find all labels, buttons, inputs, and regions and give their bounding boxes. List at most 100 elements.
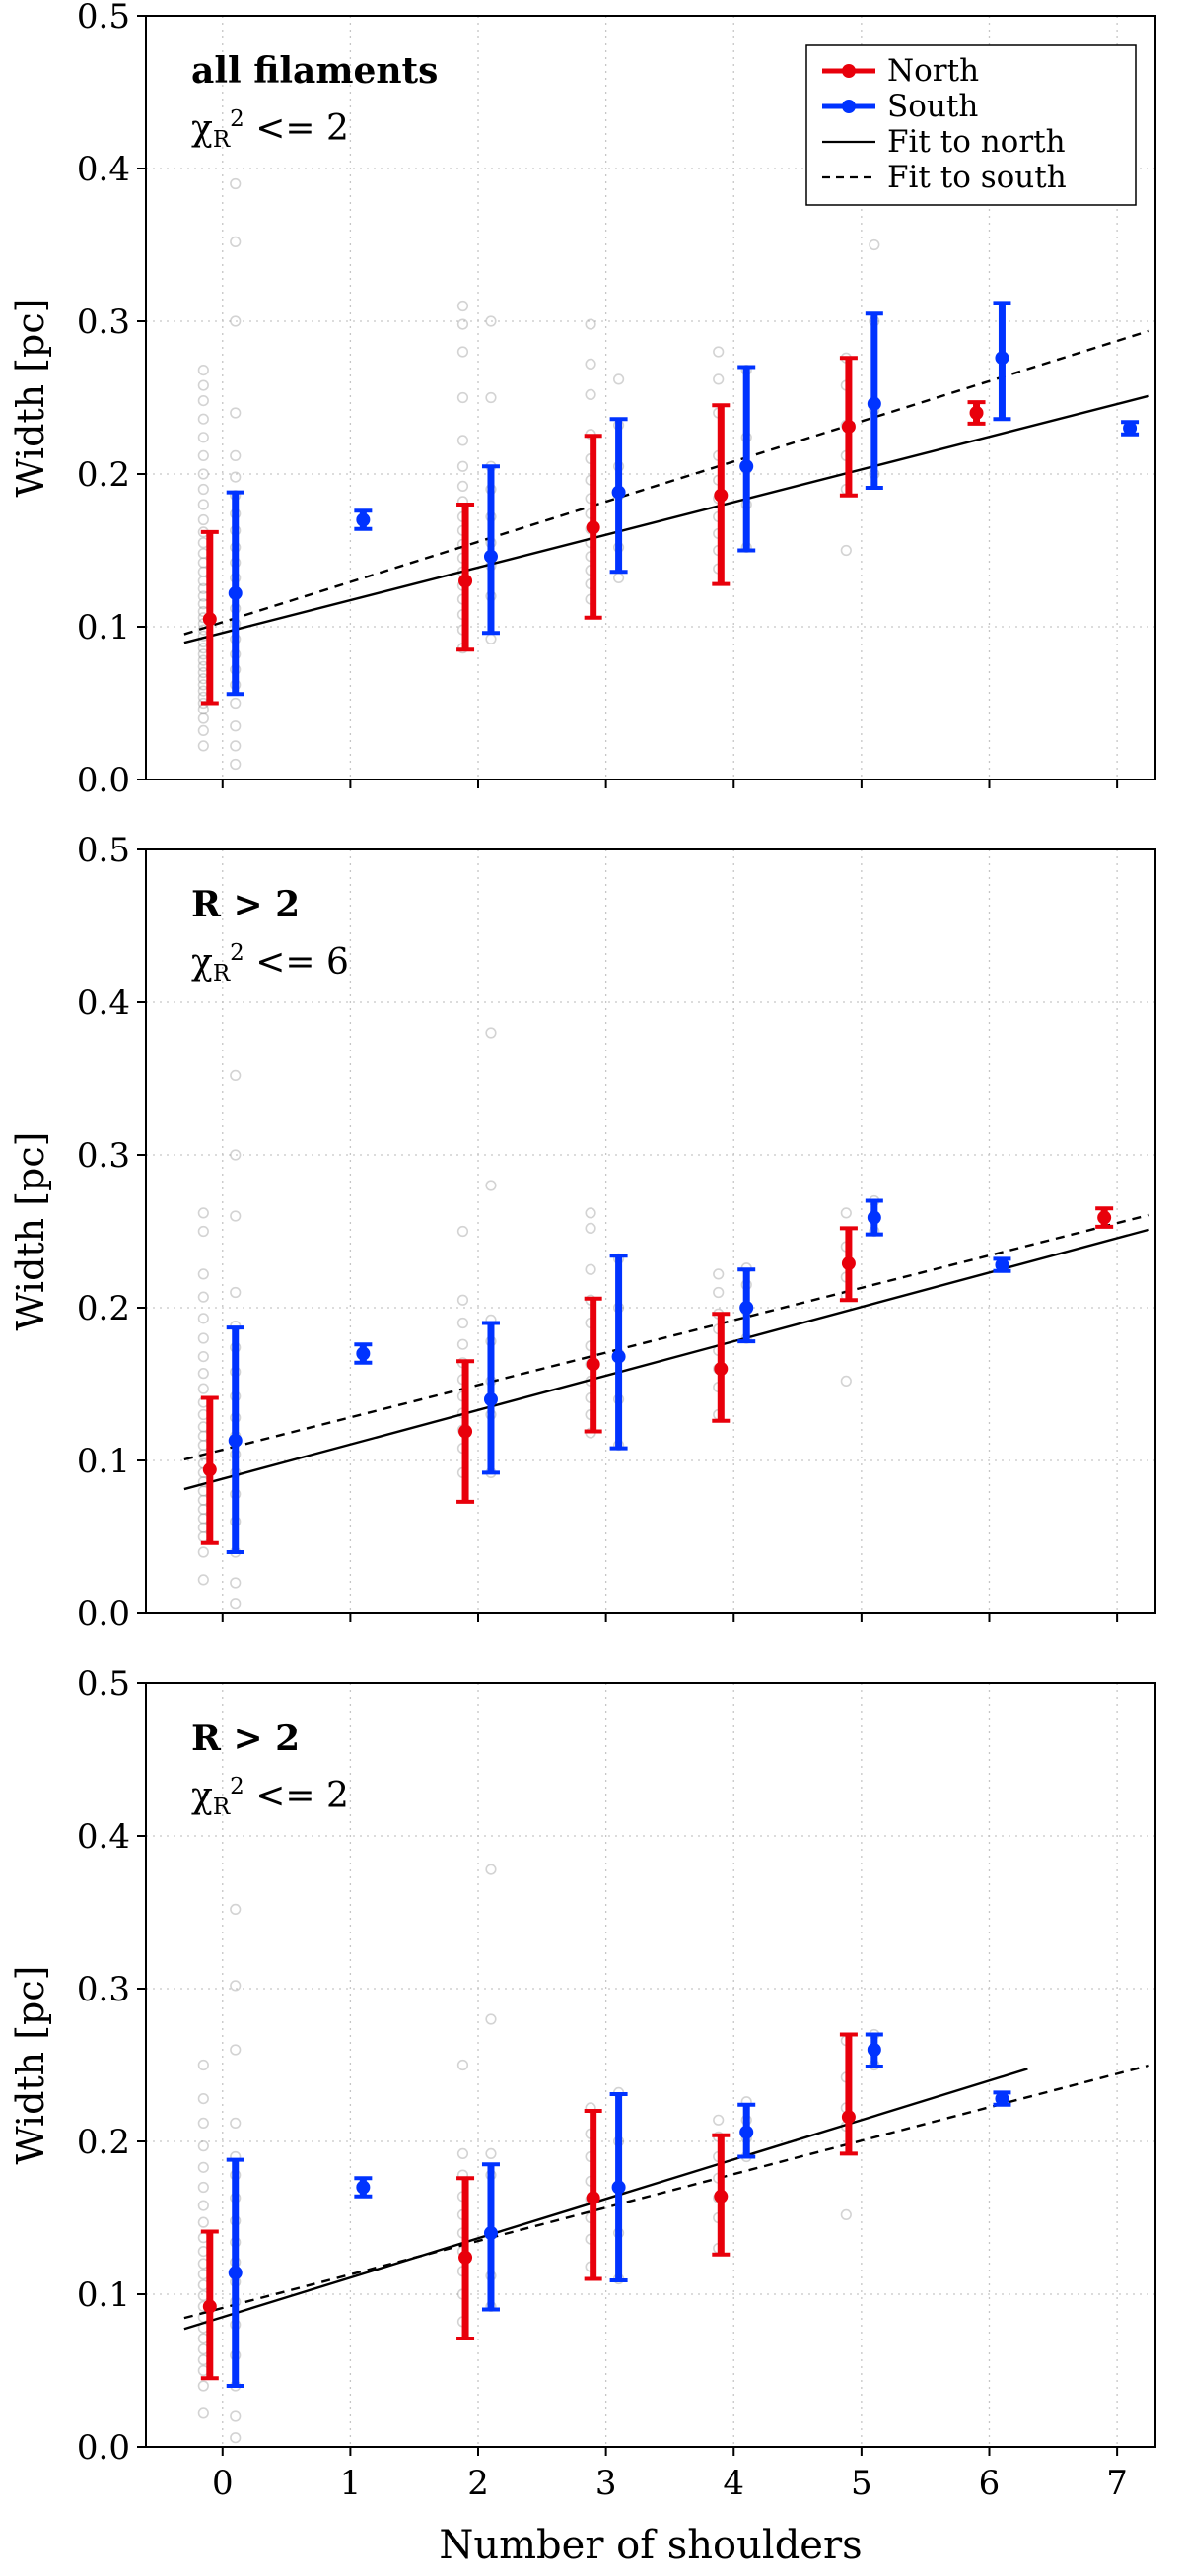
annotation-line1: R > 2: [191, 884, 300, 925]
y-axis-label: Width [pc]: [9, 1966, 52, 2165]
annotation-chi-condition: χR2 <= 2: [191, 1774, 349, 1820]
median-marker: [739, 1301, 754, 1315]
scatter-point: [456, 391, 469, 404]
y-tick-label: 0.4: [77, 150, 130, 189]
scatter-point: [840, 2208, 852, 2220]
scatter-point: [485, 1180, 497, 1191]
x-tick-label: 4: [723, 2464, 744, 2503]
scatter-point: [197, 483, 209, 496]
series-north: [200, 356, 986, 706]
scatter-point: [197, 449, 209, 462]
scatter-point: [230, 236, 242, 247]
median-marker: [841, 2110, 856, 2125]
scatter-point: [230, 449, 242, 462]
fit-line-south: [183, 1213, 1149, 1461]
median-marker: [458, 2250, 473, 2265]
scatter-point: [585, 318, 596, 330]
scatter-point: [197, 1574, 209, 1586]
y-axis-label: Width [pc]: [9, 299, 52, 498]
y-tick-label: 0.4: [77, 1817, 130, 1857]
scatter-point: [197, 740, 209, 752]
scatter-point: [197, 2140, 209, 2152]
scatter-point: [197, 365, 209, 376]
scatter-point: [197, 1268, 209, 1280]
median-marker: [714, 488, 729, 503]
scatter-point: [197, 2093, 209, 2105]
scatter-point: [197, 2407, 209, 2419]
scatter-point: [230, 1598, 242, 1610]
panel-3: 0 1 2 3 4 5 6 7 0.0 0.1 0.2 0.3 0.4 0.5 Width [pc] R > …: [9, 1664, 1156, 2503]
scatter-point: [197, 395, 209, 407]
scatter-point: [713, 2114, 725, 2126]
scatter-point: [197, 2380, 209, 2392]
scatter-point: [197, 1546, 209, 1558]
scatter-point: [713, 346, 725, 358]
median-marker: [867, 396, 881, 411]
scatter-point: [456, 300, 469, 312]
scatter-point: [230, 740, 242, 752]
scatter-point: [197, 2200, 209, 2211]
fit-line-south: [183, 329, 1149, 636]
scatter-point: [230, 2117, 242, 2129]
median-marker: [483, 2226, 498, 2240]
scatter-point: [585, 358, 596, 371]
median-marker: [841, 419, 856, 434]
scatter-point: [456, 1317, 469, 1329]
scatter-point: [230, 758, 242, 771]
median-marker: [483, 1392, 498, 1406]
scatter-layer: [197, 177, 880, 771]
fit-line-north: [183, 1228, 1149, 1491]
scatter-point: [230, 1577, 242, 1589]
scatter-point: [612, 572, 625, 584]
scatter-point: [230, 2044, 242, 2056]
scatter-point: [230, 1980, 242, 1992]
y-tick-label: 0.0: [77, 2428, 130, 2468]
scatter-point: [840, 1375, 852, 1387]
y-tick-label: 0.2: [77, 455, 130, 495]
series-south: [226, 1198, 1011, 1554]
scatter-point: [230, 177, 242, 190]
median-marker: [611, 1349, 626, 1364]
scatter-point: [230, 720, 242, 732]
legend-label: Fit to south: [887, 160, 1067, 195]
median-marker: [356, 1346, 371, 1361]
scatter-layer: [197, 1027, 880, 1610]
y-tick-label: 0.0: [77, 1594, 130, 1634]
median-marker: [458, 574, 473, 588]
median-marker: [356, 2180, 371, 2195]
scatter-point: [485, 633, 497, 645]
y-tick-label: 0.1: [77, 1442, 130, 1481]
scatter-point: [713, 373, 725, 385]
scatter-point: [197, 432, 209, 443]
fit-line-north: [183, 394, 1149, 644]
scatter-point: [230, 1149, 242, 1161]
y-axis-label: Width [pc]: [9, 1132, 52, 1331]
fit-line-north: [183, 2068, 1028, 2331]
annotation-chi-condition: χR2 <= 6: [191, 940, 349, 986]
median-marker: [611, 485, 626, 500]
median-marker: [739, 459, 754, 474]
scatter-point: [485, 2013, 497, 2025]
y-tick-label: 0.3: [77, 1970, 130, 2009]
scatter-point: [456, 346, 469, 358]
scatter-point: [230, 407, 242, 419]
axes-border: [145, 848, 1156, 1614]
median-marker: [202, 1462, 217, 1477]
axes-border: [145, 1682, 1156, 2448]
scatter-point: [456, 2059, 469, 2071]
median-marker: [458, 1424, 473, 1439]
scatter-point: [485, 2147, 497, 2159]
median-marker: [714, 2189, 729, 2203]
median-marker: [202, 612, 217, 627]
scatter-point: [197, 1368, 209, 1380]
scatter-point: [840, 544, 852, 557]
scatter-point: [230, 471, 242, 483]
series-north: [200, 1206, 1114, 1545]
scatter-point: [585, 388, 596, 401]
scatter-point: [585, 1263, 596, 1275]
scatter-point: [456, 435, 469, 446]
x-tick-label: 3: [595, 2464, 617, 2503]
median-marker: [483, 549, 498, 564]
median-marker: [995, 1257, 1009, 1272]
